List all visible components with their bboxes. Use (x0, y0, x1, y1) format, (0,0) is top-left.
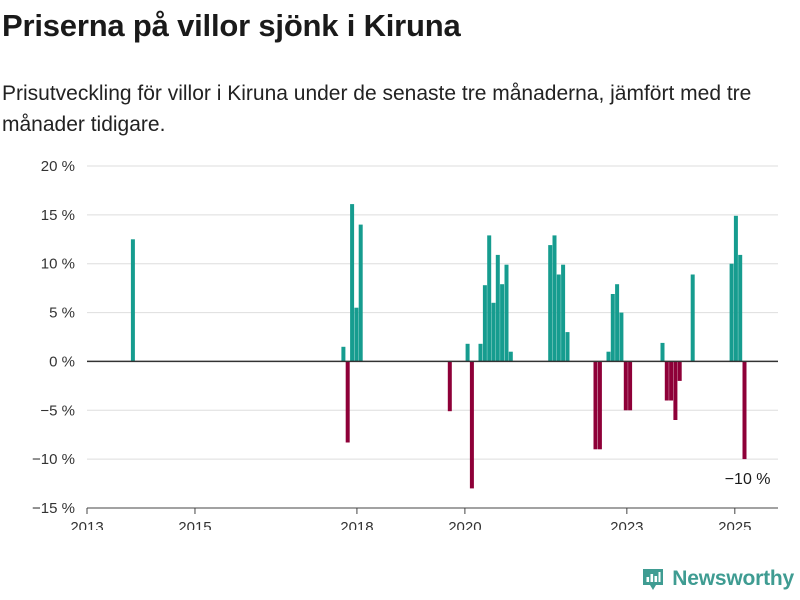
bar (508, 351, 513, 362)
x-tick-label: 2023 (610, 519, 643, 530)
bar (733, 215, 738, 362)
y-tick-label: 10 % (41, 256, 75, 273)
x-tick-label: 2013 (70, 519, 103, 530)
bar (690, 274, 695, 362)
bar (478, 343, 483, 362)
bar (552, 235, 557, 362)
bar (561, 264, 566, 362)
bar (341, 346, 346, 362)
bar (487, 235, 492, 362)
bar (619, 312, 624, 362)
y-tick-label: −10 % (32, 451, 75, 468)
bar (345, 361, 350, 443)
bar (742, 361, 747, 460)
bar (628, 361, 633, 411)
brand-name: Newsworthy (672, 567, 794, 590)
bar (729, 263, 734, 362)
bar (738, 254, 743, 362)
bar (597, 361, 602, 450)
x-tick-label: 2020 (448, 519, 481, 530)
bar (469, 361, 474, 489)
y-tick-label: 20 % (41, 158, 75, 175)
bar-chart: 20 % 15 % 10 % 5 % 0 % −5 % −10 % −15 % 2013 2015… (32, 158, 778, 530)
newsworthy-logo-icon (643, 569, 664, 590)
bar (495, 254, 500, 362)
bar (593, 361, 598, 450)
bar (447, 361, 452, 412)
bar (610, 294, 615, 362)
bar (500, 284, 505, 362)
y-tick-label: 15 % (41, 207, 75, 224)
chart-subtitle: Prisutveckling för villor i Kiruna under… (2, 82, 752, 136)
y-tick-label: −5 % (40, 402, 75, 419)
bar (673, 361, 678, 420)
bar (465, 343, 470, 362)
bar (350, 204, 355, 362)
bar (660, 342, 665, 362)
bar (677, 361, 682, 381)
x-tick-label: 2018 (340, 519, 373, 530)
bar (664, 361, 669, 401)
y-tick-label: −15 % (32, 500, 75, 517)
bar (669, 361, 674, 401)
y-tick-label: 0 % (49, 353, 75, 370)
chart-title: Priserna på villor sjönk i Kiruna (2, 8, 461, 43)
bar (130, 239, 135, 362)
bar (491, 302, 496, 362)
bar (354, 307, 359, 362)
bar (556, 274, 561, 362)
bar (358, 224, 363, 362)
brand-logo: Newsworthy (640, 566, 794, 592)
bar (548, 245, 553, 362)
bar (606, 351, 611, 362)
x-tick-label: 2025 (718, 519, 751, 530)
bar (565, 332, 570, 362)
x-tick-label: 2015 (178, 519, 211, 530)
bar (615, 284, 620, 362)
y-tick-label: 5 % (49, 305, 75, 322)
bar (482, 285, 487, 362)
last-value-annotation: −10 % (725, 471, 771, 488)
bar (504, 264, 509, 362)
bar (623, 361, 628, 411)
